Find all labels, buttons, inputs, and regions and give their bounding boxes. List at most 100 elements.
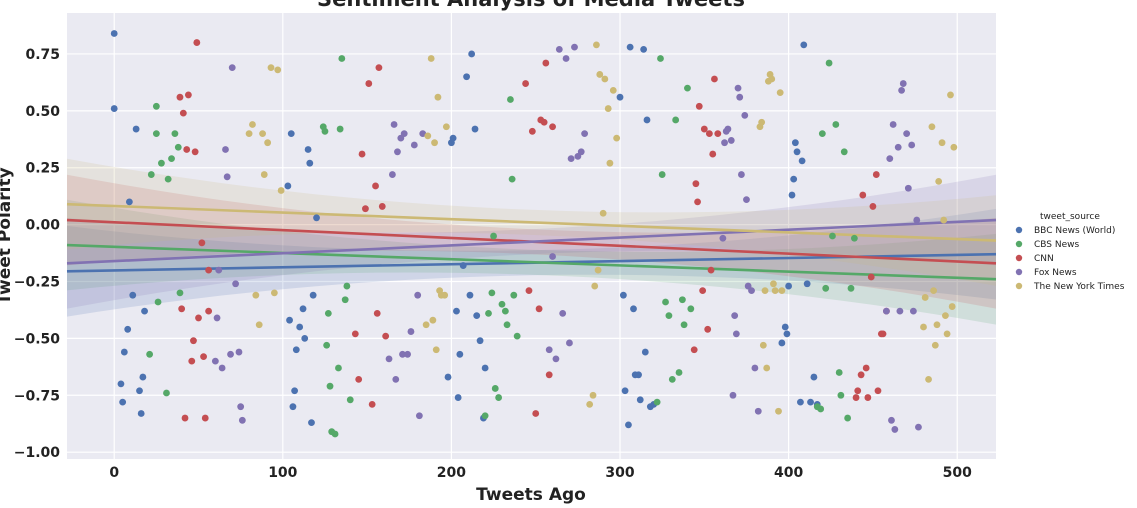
data-point: [382, 332, 390, 340]
data-point: [141, 307, 148, 315]
data-point: [687, 305, 695, 313]
y-tick-label: −0.25: [14, 275, 60, 291]
data-point: [343, 282, 351, 290]
data-point: [306, 159, 314, 167]
data-point: [889, 121, 897, 128]
data-point: [643, 116, 651, 124]
data-point: [768, 75, 776, 83]
data-point: [783, 330, 791, 338]
data-point: [191, 148, 199, 156]
data-point: [158, 159, 165, 167]
data-point: [797, 398, 804, 406]
data-point: [152, 102, 160, 110]
data-point: [837, 391, 845, 399]
data-point: [136, 387, 143, 395]
data-point: [346, 396, 354, 404]
data-point: [501, 307, 509, 315]
data-point: [264, 139, 272, 147]
data-point: [872, 171, 880, 178]
data-point: [190, 337, 197, 345]
data-point: [211, 357, 219, 365]
data-point: [414, 291, 422, 299]
data-point: [724, 125, 732, 133]
data-point: [338, 55, 346, 62]
data-point: [896, 307, 904, 315]
data-point: [601, 75, 609, 83]
data-point: [284, 182, 292, 190]
data-point: [453, 307, 460, 315]
data-point: [874, 387, 882, 395]
data-point: [909, 307, 917, 315]
legend-label: CNN: [1034, 254, 1054, 264]
data-point: [218, 364, 226, 372]
data-point: [431, 139, 438, 147]
regression-lines: [66, 202, 997, 281]
legend-label: The New York Times: [1033, 282, 1125, 292]
data-point: [626, 43, 634, 51]
legend-title: tweet_source: [1040, 212, 1100, 222]
data-point: [933, 321, 941, 329]
data-point: [594, 266, 602, 274]
x-tick-label: 500: [943, 465, 972, 481]
data-point: [771, 287, 779, 295]
data-point: [800, 41, 808, 49]
data-point: [705, 130, 713, 138]
data-point: [476, 337, 484, 345]
data-point: [566, 339, 573, 347]
data-point: [184, 91, 192, 99]
data-point: [422, 321, 430, 329]
data-point: [507, 96, 514, 103]
data-point: [424, 132, 432, 140]
data-point: [542, 59, 550, 67]
y-tick-label: −0.50: [14, 331, 61, 347]
data-point: [485, 309, 492, 317]
data-point: [274, 66, 282, 74]
y-tick-label: 0.25: [25, 161, 60, 177]
data-point: [788, 191, 796, 199]
data-point: [850, 234, 858, 242]
data-point: [549, 253, 556, 260]
data-point: [442, 123, 450, 131]
data-point: [188, 357, 196, 365]
data-point: [368, 400, 376, 408]
x-tick-label: 400: [774, 465, 803, 481]
data-point: [867, 273, 875, 281]
data-point: [491, 385, 499, 392]
data-point: [714, 130, 722, 138]
data-point: [259, 130, 266, 138]
data-point: [532, 410, 540, 417]
data-point: [232, 280, 240, 288]
data-point: [429, 316, 437, 324]
data-point: [899, 80, 907, 87]
data-point: [630, 305, 637, 313]
data-point: [222, 146, 229, 153]
data-point: [665, 312, 673, 320]
data-point: [129, 291, 137, 299]
legend-label: BBC News (World): [1034, 226, 1115, 236]
data-point: [609, 86, 617, 94]
data-point: [928, 123, 936, 131]
data-point: [942, 312, 949, 320]
data-point: [528, 127, 536, 135]
data-point: [490, 232, 497, 240]
data-point: [215, 266, 223, 274]
data-point: [859, 191, 867, 199]
data-point: [351, 330, 359, 338]
data-point: [552, 355, 560, 363]
data-point: [908, 141, 916, 149]
x-tick-label: 200: [437, 465, 466, 481]
data-point: [365, 80, 373, 87]
data-point: [324, 309, 332, 317]
data-point: [513, 332, 521, 340]
data-point: [341, 296, 349, 304]
data-point: [950, 143, 958, 151]
data-point: [699, 287, 707, 295]
data-point: [803, 280, 811, 288]
data-point: [840, 148, 848, 156]
data-point: [748, 287, 755, 295]
data-point: [525, 287, 533, 295]
data-point: [540, 118, 548, 126]
data-point: [235, 348, 243, 356]
data-point: [785, 282, 793, 290]
